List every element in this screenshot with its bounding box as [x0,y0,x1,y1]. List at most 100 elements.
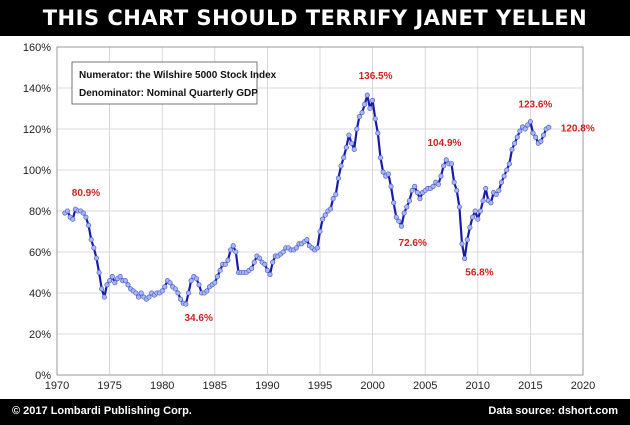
data-point [349,140,355,146]
data-point [372,116,378,122]
data-point [546,124,552,130]
data-point [448,161,455,167]
y-tick-label: 60% [29,247,51,259]
data-point [493,192,499,198]
data-point [540,132,547,138]
grid [56,46,584,376]
data-point [112,280,118,286]
data-point [456,204,462,210]
data-point [506,161,512,167]
data-point [388,183,394,189]
data-point [214,274,220,280]
footer: © 2017 Lombardi Publishing Corp. Data so… [0,399,630,425]
data-point [99,286,105,292]
data-point [435,181,441,187]
data-point [359,110,365,116]
data-point [188,278,194,284]
x-tick-label: 2010 [466,380,490,392]
data-point [256,255,263,261]
data-point [398,223,405,229]
plot-border [56,46,584,376]
data-point [522,126,528,132]
data-point [483,185,489,192]
data-point [396,218,402,224]
data-point [178,296,184,302]
y-tick-label: 20% [29,329,51,341]
data-point [356,114,363,120]
annotation-label: 123.6% [518,100,552,111]
data-point [138,290,144,296]
data-point [480,198,486,204]
annotation-label: 136.5% [359,71,393,82]
series-layer [62,92,552,307]
data-point [438,173,444,179]
data-point [393,214,399,220]
data-point [122,278,128,284]
data-point [117,274,123,280]
data-point [333,192,339,198]
x-tick-label: 2020 [571,380,595,392]
data-point [222,261,228,267]
data-point [370,97,376,103]
data-point [538,138,544,144]
y-tick-label: 100% [23,165,51,177]
data-point [401,210,407,216]
data-point [322,212,328,218]
data-point [527,119,533,125]
copyright-text: © 2017 Lombardi Publishing Corp. [12,405,192,417]
y-tick-label: 80% [29,206,51,218]
x-tick-label: 1975 [97,380,121,392]
data-point [454,187,460,194]
data-point [488,200,494,206]
data-point [406,198,412,204]
data-point [417,196,423,202]
data-point [262,261,268,267]
data-point [330,196,336,202]
data-point [167,280,173,286]
data-point [86,222,92,228]
data-point [212,280,218,286]
data-point [225,257,231,263]
data-point [459,241,465,247]
data-point [504,167,510,173]
data-point [409,187,415,194]
data-point [377,155,384,161]
y-tick-label: 40% [29,288,51,300]
x-tick-label: 1985 [203,380,227,392]
data-point [362,101,368,107]
data-point [162,284,168,290]
annotations: 80.9% 34.6% 136.5% 72.6% 104.9% 56.8% 123.6% 12… [72,71,595,324]
note-numerator: Numerator: the Wilshire 5000 Stock Index [79,70,277,81]
data-point [464,237,470,243]
data-point [472,208,478,214]
data-point [317,228,323,235]
x-tick-label: 1970 [45,380,69,392]
data-point [391,200,397,206]
data-point [251,259,257,265]
data-point [264,267,270,274]
data-point [375,130,381,136]
y-tick-label: 0% [35,370,51,382]
x-tick-label: 1980 [150,380,174,392]
y-tick-label: 140% [23,83,51,95]
data-point [477,208,483,214]
data-point [404,204,410,210]
data-point [380,169,386,175]
data-point [441,163,447,169]
data-point [514,134,520,140]
data-point [496,187,502,194]
data-point [512,140,518,146]
data-point [109,274,115,280]
annotation-label: 72.6% [399,238,427,249]
data-point [367,105,373,112]
data-point [335,175,341,181]
data-point [385,171,391,177]
data-point [443,157,449,163]
data-point [327,206,334,212]
data-point [530,130,536,136]
x-tick-label: 2005 [413,380,437,392]
data-point [230,243,236,249]
note-denominator: Denominator: Nominal Quarterly GDP [79,88,258,99]
data-point [462,256,468,262]
